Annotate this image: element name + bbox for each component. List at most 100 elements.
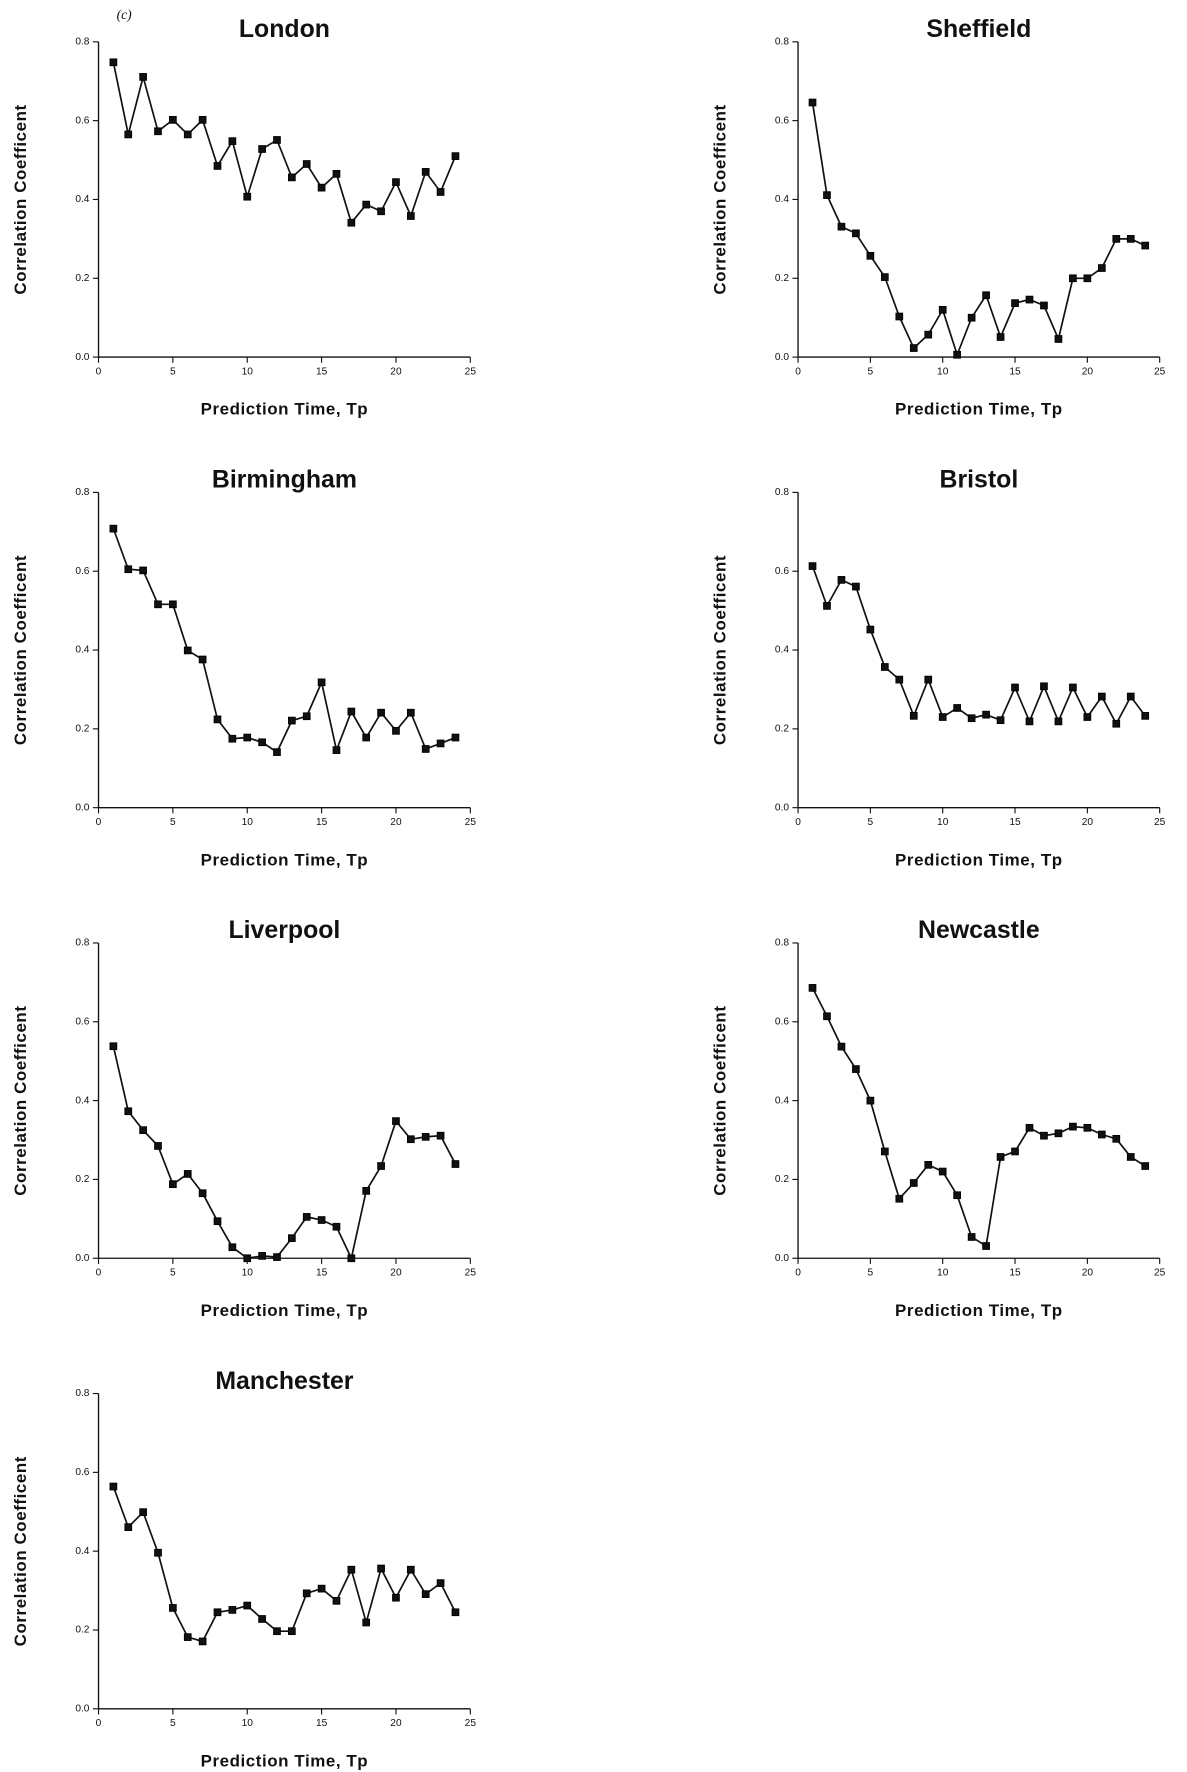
data-point bbox=[837, 1042, 846, 1051]
data-point bbox=[317, 1584, 326, 1593]
data-point bbox=[1083, 274, 1092, 283]
y-axis-label: Correlation Coefficent bbox=[11, 1456, 30, 1646]
data-point bbox=[953, 1191, 962, 1200]
data-point bbox=[406, 1135, 415, 1144]
x-tick-label: 10 bbox=[242, 817, 254, 828]
data-point bbox=[1141, 712, 1150, 720]
y-tick-label: 0.2 bbox=[75, 1174, 89, 1185]
x-tick-label: 25 bbox=[465, 366, 477, 377]
y-tick-label: 0.0 bbox=[75, 352, 89, 363]
x-tick-label: 0 bbox=[96, 817, 102, 828]
data-point bbox=[880, 663, 889, 671]
data-point bbox=[273, 1253, 281, 1261]
x-tick-label: 15 bbox=[316, 366, 328, 377]
data-point bbox=[1040, 1131, 1048, 1140]
data-point bbox=[866, 1096, 875, 1105]
data-point bbox=[967, 1233, 976, 1241]
data-point bbox=[1040, 301, 1048, 310]
data-point bbox=[213, 1217, 222, 1226]
data-point bbox=[154, 127, 162, 136]
x-tick-label: 25 bbox=[1154, 817, 1166, 828]
data-point bbox=[924, 1161, 933, 1169]
data-point bbox=[258, 1615, 266, 1623]
y-tick-label: 0.6 bbox=[775, 115, 789, 126]
data-point bbox=[1141, 241, 1150, 250]
x-tick-label: 5 bbox=[170, 817, 176, 828]
data-point bbox=[967, 313, 976, 322]
data-point bbox=[302, 1213, 311, 1221]
data-point bbox=[451, 1608, 460, 1617]
data-point bbox=[1025, 717, 1034, 726]
data-point bbox=[377, 1564, 385, 1573]
subplot-title: London bbox=[239, 15, 330, 43]
data-point bbox=[1097, 1130, 1106, 1139]
data-point bbox=[1112, 235, 1121, 243]
data-point bbox=[243, 1601, 252, 1610]
data-point bbox=[823, 602, 831, 610]
data-point bbox=[451, 1160, 460, 1168]
data-point bbox=[392, 726, 400, 735]
subplot-title: Sheffield bbox=[926, 15, 1031, 43]
x-tick-label: 5 bbox=[868, 1268, 874, 1279]
subplot: Manchester 0.0 0.2 0.4 0.6 0.8 0 5 10 15 20 25 Predi… bbox=[11, 1367, 476, 1771]
y-tick-label: 0.4 bbox=[775, 194, 789, 205]
data-point bbox=[228, 1243, 237, 1252]
data-point bbox=[451, 152, 460, 160]
data-point bbox=[1083, 1123, 1092, 1132]
data-point bbox=[362, 1618, 371, 1627]
data-point bbox=[837, 222, 846, 231]
data-point bbox=[213, 1608, 222, 1617]
subplot: Sheffield 0.0 0.2 0.4 0.6 0.8 0 5 10 15 20 25 Predic… bbox=[711, 15, 1166, 419]
subplot: Bristol 0.0 0.2 0.4 0.6 0.8 0 5 10 15 20 25 Predicti… bbox=[711, 466, 1166, 870]
data-point bbox=[880, 1147, 889, 1156]
data-point bbox=[124, 565, 133, 574]
data-point bbox=[982, 1242, 990, 1250]
data-point bbox=[1112, 719, 1121, 728]
data-point bbox=[1069, 274, 1077, 283]
data-point bbox=[228, 734, 237, 743]
subplot: Newcastle 0.0 0.2 0.4 0.6 0.8 0 5 10 15 20 25 Predic… bbox=[711, 916, 1166, 1320]
data-point bbox=[139, 1508, 147, 1517]
y-tick-label: 0.8 bbox=[75, 37, 89, 48]
x-tick-label: 15 bbox=[316, 1268, 328, 1279]
data-point bbox=[392, 178, 400, 186]
data-point bbox=[392, 1593, 400, 1602]
x-tick-label: 20 bbox=[390, 817, 402, 828]
y-axis-label: Correlation Coefficent bbox=[711, 1005, 730, 1195]
data-point bbox=[154, 1142, 162, 1150]
x-tick-label: 25 bbox=[465, 1718, 477, 1729]
data-point bbox=[288, 173, 296, 182]
x-tick-label: 15 bbox=[316, 1718, 328, 1729]
data-point bbox=[317, 1216, 326, 1224]
data-point bbox=[852, 582, 860, 591]
data-point bbox=[109, 524, 118, 533]
data-point bbox=[273, 136, 281, 144]
x-tick-label: 5 bbox=[868, 366, 874, 377]
y-tick-label: 0.8 bbox=[775, 938, 789, 949]
data-point bbox=[169, 116, 177, 124]
x-tick-label: 5 bbox=[170, 366, 176, 377]
data-point bbox=[377, 207, 385, 216]
data-point bbox=[317, 678, 326, 687]
data-point bbox=[1112, 1134, 1121, 1143]
y-tick-label: 0.2 bbox=[775, 273, 789, 284]
data-line bbox=[811, 565, 1146, 726]
x-tick-label: 25 bbox=[465, 1268, 477, 1279]
data-point bbox=[154, 1548, 162, 1557]
data-point bbox=[866, 625, 875, 634]
y-axis-label: Correlation Coefficent bbox=[11, 555, 30, 745]
y-tick-label: 0.0 bbox=[75, 1704, 89, 1715]
x-tick-label: 25 bbox=[1154, 366, 1166, 377]
data-point bbox=[124, 1523, 133, 1531]
data-point bbox=[967, 714, 976, 723]
data-point bbox=[183, 646, 192, 655]
data-point bbox=[392, 1117, 400, 1125]
y-axis-label: Correlation Coefficent bbox=[711, 555, 730, 745]
y-tick-label: 0.2 bbox=[775, 724, 789, 735]
data-point bbox=[909, 1179, 918, 1187]
data-point bbox=[1097, 264, 1106, 272]
data-point bbox=[258, 738, 266, 747]
data-point bbox=[288, 1234, 296, 1242]
y-tick-label: 0.4 bbox=[75, 1095, 89, 1106]
